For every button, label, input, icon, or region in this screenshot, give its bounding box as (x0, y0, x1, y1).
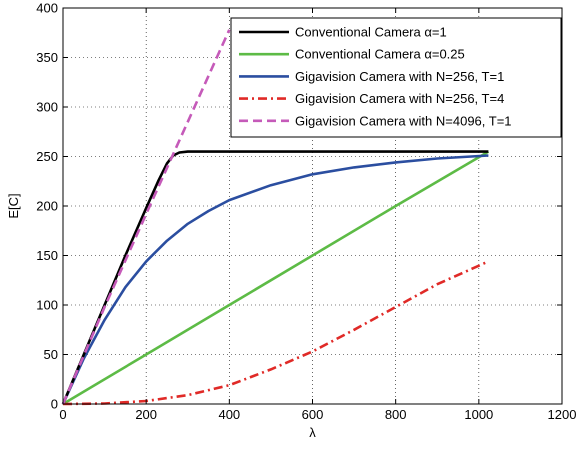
x-axis-label: λ (309, 425, 316, 440)
y-axis-label: E[C] (6, 193, 21, 218)
legend-label: Conventional Camera α=1 (295, 25, 447, 40)
legend-label: Gigavision Camera with N=256, T=4 (295, 91, 504, 106)
x-tick-label: 1000 (464, 407, 493, 422)
y-tick-label: 400 (36, 1, 58, 16)
legend: Conventional Camera α=1 Conventional Came… (230, 17, 562, 138)
y-tick-label: 50 (44, 347, 58, 362)
legend-label: Gigavision Camera with N=4096, T=1 (295, 113, 512, 128)
y-tick-label: 0 (51, 397, 58, 412)
x-tick-label: 400 (218, 407, 240, 422)
x-tick-label: 800 (385, 407, 407, 422)
plot-series (61, 29, 490, 406)
series-line (61, 29, 231, 405)
x-tick-label: 0 (59, 407, 66, 422)
y-tick-label: 100 (36, 298, 58, 313)
y-tick-label: 300 (36, 100, 58, 115)
x-tick-label: 200 (135, 407, 157, 422)
legend-label: Conventional Camera α=0.25 (295, 47, 465, 62)
y-tick-label: 250 (36, 149, 58, 164)
x-tick-label: 600 (302, 407, 324, 422)
legend-label: Gigavision Camera with N=256, T=1 (295, 69, 504, 84)
series-line (61, 154, 489, 405)
axis-ticks: 0 200 400 600 800 1000 1200 0 50 100 150 200 250 300 3… (36, 1, 576, 423)
x-tick-label: 1200 (548, 407, 577, 422)
series-line (62, 150, 490, 406)
y-tick-label: 350 (36, 50, 58, 65)
y-tick-label: 200 (36, 199, 58, 214)
series-line (62, 260, 489, 406)
y-tick-label: 150 (36, 248, 58, 263)
